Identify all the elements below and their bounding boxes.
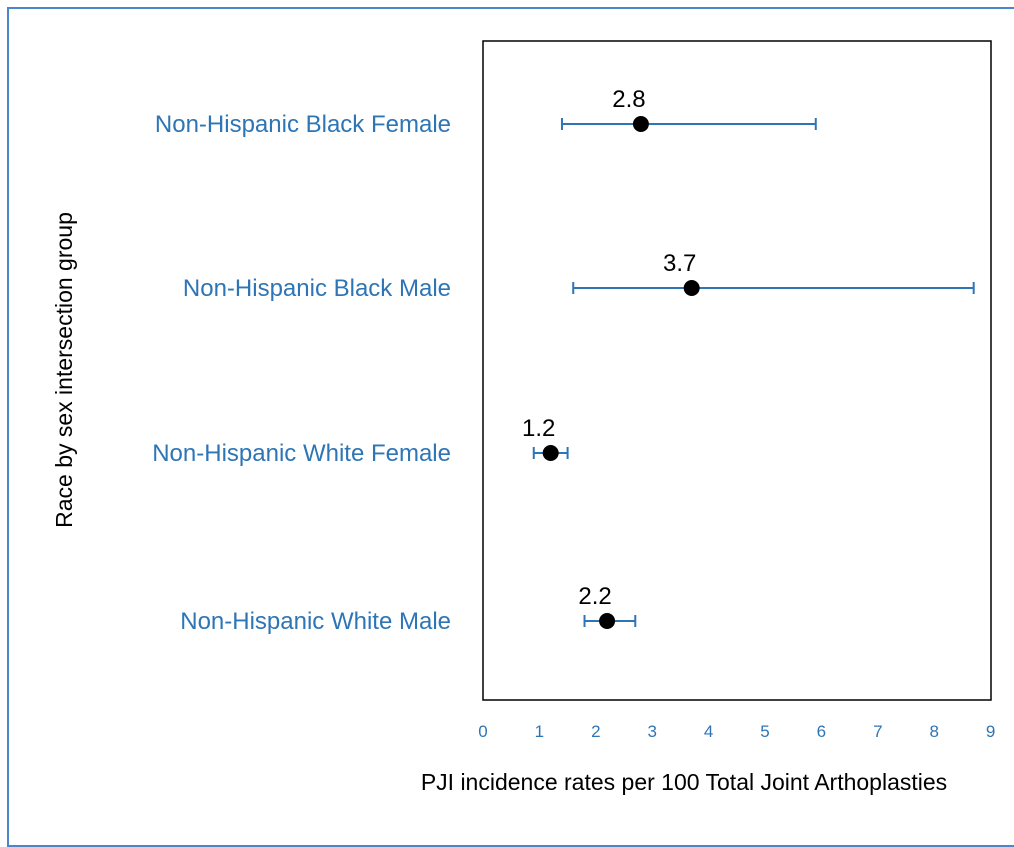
- x-tick-label: 8: [929, 722, 938, 741]
- x-tick-label: 5: [760, 722, 769, 741]
- x-axis-title: PJI incidence rates per 100 Total Joint …: [421, 769, 947, 795]
- data-label: 2.2: [578, 583, 611, 610]
- data-point: [632, 116, 649, 132]
- x-tick-label: 9: [986, 722, 995, 741]
- plot-area: [482, 40, 992, 701]
- x-tick-label: 4: [704, 722, 713, 741]
- x-tick-label: 0: [478, 722, 487, 741]
- x-tick-label: 6: [817, 722, 826, 741]
- forest-plot: Non-Hispanic Black Female Non-Hispanic Bl…: [51, 40, 995, 795]
- data-point: [683, 280, 700, 296]
- x-tick-label: 2: [591, 722, 600, 741]
- x-tick-label: 3: [647, 722, 656, 741]
- x-tick-label: 7: [873, 722, 882, 741]
- data-point: [542, 445, 559, 461]
- category-label: Non-Hispanic Black Male: [183, 275, 451, 302]
- data-label: 3.7: [663, 250, 696, 277]
- x-tick-label: 1: [535, 722, 544, 741]
- data-point: [599, 613, 616, 629]
- category-label: Non-Hispanic Black Female: [155, 111, 451, 138]
- y-axis-title: Race by sex intersection group: [51, 212, 77, 528]
- data-label: 2.8: [612, 86, 645, 113]
- data-label: 1.2: [522, 415, 555, 442]
- category-label: Non-Hispanic White Male: [180, 608, 451, 635]
- category-label: Non-Hispanic White Female: [152, 440, 451, 467]
- error-bar: [572, 282, 975, 294]
- error-bar: [560, 118, 817, 130]
